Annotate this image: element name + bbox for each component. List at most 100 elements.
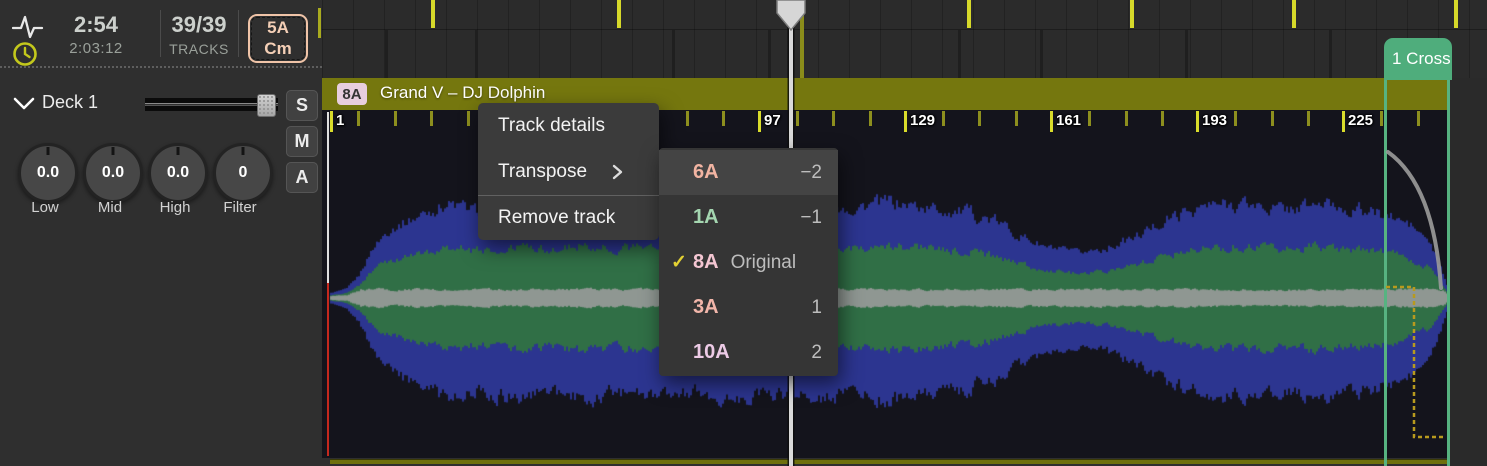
ruler-minor-tick (1087, 111, 1091, 126)
check-icon: ✓ (671, 252, 687, 273)
deck-name: Deck 1 (42, 92, 99, 112)
transpose-option-10a[interactable]: 10A 2 (659, 330, 838, 375)
ruler-minor-tick (1234, 111, 1238, 126)
knob-indicator (176, 147, 180, 155)
volume-slider-handle[interactable] (257, 94, 276, 117)
overview-section-line (1329, 30, 1332, 78)
ruler-beat-number: 225 (1348, 112, 1374, 129)
track-count: 39/39 (171, 12, 227, 37)
knob-value: 0.0 (166, 164, 190, 181)
track-start-marker-red (327, 283, 329, 456)
transpose-semitone-value: 1 (811, 296, 822, 318)
ruler-minor-tick (1307, 111, 1311, 126)
mix-overview-strip[interactable] (322, 0, 1487, 90)
knob-low[interactable]: 0.0 (18, 143, 78, 203)
menu-item-remove-track[interactable]: Remove track (478, 196, 659, 240)
ruler-minor-tick (978, 111, 982, 126)
knob-value: 0.0 (36, 164, 60, 181)
ruler-beat-number: 97 (764, 112, 781, 129)
transpose-option-1a[interactable]: 1A −1 (659, 195, 838, 240)
overview-section-line (768, 30, 771, 78)
transpose-key-label: 1A (693, 206, 719, 228)
transpose-original-label: Original (730, 251, 797, 273)
next-track-edge (330, 459, 1447, 464)
solo-button[interactable]: S (286, 90, 318, 121)
ruler-major-tick (1050, 111, 1053, 132)
track-context-menu: Track details Transpose Remove track (478, 103, 659, 240)
ruler-minor-tick (356, 111, 360, 126)
deck-side-panel: 2:54 2:03:12 39/39 TRACKS 5A Cm Deck 1 S… (0, 0, 322, 466)
overview-section-line (958, 30, 961, 78)
ruler-beat-number: 161 (1056, 112, 1082, 129)
total-time: 2:03:12 (69, 40, 123, 57)
overview-cue-tick (800, 6, 804, 90)
ruler-minor-tick (832, 111, 836, 126)
ruler-minor-tick (1014, 111, 1018, 126)
ruler-major-tick (904, 111, 907, 132)
transpose-option-6a[interactable]: 6A −2 (659, 150, 838, 195)
transpose-option-3a[interactable]: 3A 1 (659, 285, 838, 330)
deck-volume-slider[interactable] (145, 98, 278, 111)
knob-label: Filter (223, 199, 257, 216)
ruler-minor-tick (722, 111, 726, 126)
overview-phrase-tick (1292, 0, 1296, 28)
master-key-inner: 5A Cm (251, 17, 305, 60)
menu-item-transpose[interactable]: Transpose (478, 148, 659, 195)
knob-indicator (241, 147, 245, 155)
crossfade-label-tab[interactable]: 1 Cross (1384, 38, 1452, 80)
knob-label: Low (31, 199, 59, 216)
knob-high[interactable]: 0.0 (148, 143, 208, 203)
pulse-icon (12, 15, 44, 39)
knob-value: 0.0 (101, 164, 125, 181)
ruler-major-tick (330, 111, 333, 132)
ruler-beat-number: 193 (1202, 112, 1228, 129)
auto-button[interactable]: A (286, 162, 318, 193)
knob-label: Mid (97, 199, 123, 216)
knob-label: High (159, 199, 191, 216)
overview-section-line (1185, 30, 1188, 78)
menu-divider (478, 195, 659, 196)
transpose-semitone-value: −1 (800, 206, 822, 228)
transpose-key-label: 10A (693, 341, 730, 363)
transpose-semitone-value: 2 (811, 341, 822, 363)
overview-section-line (672, 30, 675, 78)
timeline-right-gutter (1450, 78, 1487, 466)
slider-groove (145, 98, 278, 104)
knob-mid[interactable]: 0.0 (83, 143, 143, 203)
mute-button[interactable]: M (286, 126, 318, 157)
divider (238, 10, 239, 57)
knob-indicator (111, 147, 115, 155)
playhead-handle[interactable] (776, 0, 806, 32)
crossfade-right-edge[interactable] (1447, 80, 1450, 466)
overview-section-line (385, 30, 388, 78)
transpose-key-label: 8A (693, 251, 719, 273)
overview-phrase-tick (967, 0, 971, 28)
transpose-key-label: 3A (693, 296, 719, 318)
overview-phrase-tick (431, 0, 435, 28)
divider (160, 10, 161, 57)
master-key-badge[interactable]: 5A Cm (248, 14, 308, 63)
master-key-code: 5A (267, 17, 289, 37)
menu-item-label: Track details (498, 114, 605, 136)
chevron-down-icon[interactable] (13, 96, 35, 111)
ruler-minor-tick (1270, 111, 1274, 126)
menu-item-track-details[interactable]: Track details (478, 103, 659, 148)
ruler-minor-tick (1124, 111, 1128, 126)
ruler-beat-number: 129 (910, 112, 936, 129)
ruler-major-tick (1196, 111, 1199, 132)
transpose-key-label: 6A (693, 161, 719, 183)
slider-groove (145, 105, 278, 111)
panel-edge-tick (318, 8, 321, 38)
ruler-minor-tick (393, 111, 397, 126)
ruler-beat-number: 1 (336, 112, 345, 129)
crossfade-left-edge[interactable] (1384, 80, 1387, 466)
ruler-minor-tick (1161, 111, 1165, 126)
knob-filter[interactable]: 0 (213, 143, 273, 203)
ruler-minor-tick (1416, 111, 1420, 126)
overview-phrase-tick (617, 0, 621, 28)
ruler-minor-tick (1380, 111, 1384, 126)
menu-item-label: Remove track (498, 207, 616, 228)
clock-icon[interactable] (12, 41, 38, 67)
transpose-option-8a[interactable]: ✓ 8A Original (659, 240, 838, 285)
